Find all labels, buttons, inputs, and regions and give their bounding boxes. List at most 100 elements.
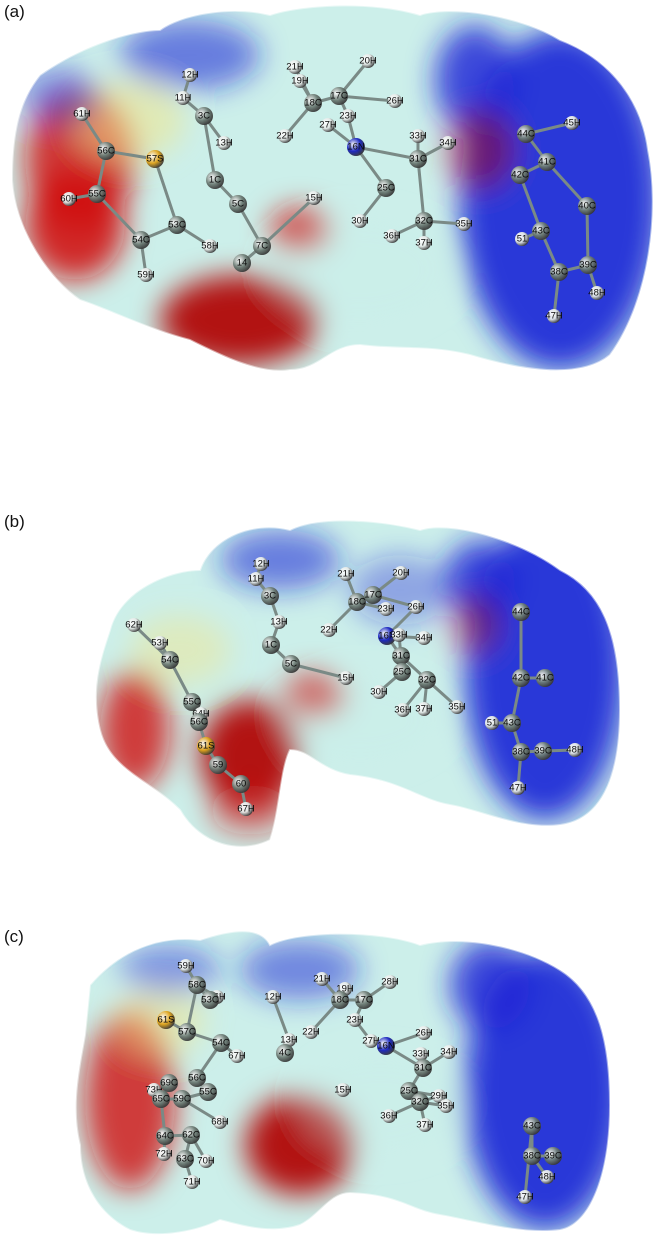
- atom-59H: 59H: [137, 268, 155, 282]
- atom-sphere: [348, 593, 366, 611]
- atom-label: 44C: [512, 607, 530, 618]
- atom-12H: 12H: [252, 557, 270, 571]
- atom-sphere: [512, 603, 530, 621]
- atom-56C: 56C: [188, 1069, 206, 1087]
- atom-sphere: [538, 153, 556, 171]
- atom-sphere: [523, 1147, 541, 1165]
- atom-label: 32C: [418, 675, 436, 686]
- atom-label: 61S: [198, 741, 215, 752]
- atom-sphere: [179, 959, 193, 973]
- atom-36H: 36H: [394, 703, 412, 717]
- atom-15H: 15H: [334, 1083, 352, 1097]
- atom-sphere: [195, 107, 213, 125]
- atom-sphere: [261, 587, 279, 605]
- mep-region: [100, 670, 170, 790]
- atom-label: 62C: [182, 1130, 200, 1141]
- atom-label: 51: [487, 718, 498, 729]
- atom-sphere: [417, 631, 431, 645]
- atom-17C: 17C: [364, 586, 382, 604]
- atom-sphere: [417, 236, 431, 250]
- atom-label: 38C: [550, 267, 568, 278]
- atom-64C: 64C: [156, 1127, 174, 1145]
- atom-sphere: [233, 254, 251, 272]
- atom-5C: 5C: [282, 655, 300, 673]
- atom-16N: 16N: [347, 138, 365, 156]
- atom-27H: 27H: [362, 1034, 380, 1048]
- atom-31C: 31C: [409, 150, 427, 168]
- atom-sphere: [377, 1037, 395, 1055]
- atom-27H: 27H: [319, 118, 337, 132]
- atom-sphere: [503, 714, 521, 732]
- atom-label: 15H: [305, 193, 323, 204]
- atom-32C: 32C: [411, 1093, 429, 1111]
- atom-53H: 53H: [151, 636, 169, 650]
- atom-sphere: [272, 615, 286, 629]
- atom-42C: 42C: [512, 669, 530, 687]
- bond: [545, 160, 589, 208]
- atom-44C: 44C: [512, 603, 530, 621]
- atom-41C: 41C: [536, 669, 554, 687]
- mep-region: [280, 675, 440, 765]
- atom-label: 23H: [346, 1015, 364, 1026]
- atom-label: 33H: [409, 131, 427, 142]
- atom-sphere: [518, 1190, 532, 1204]
- atom-label: 42C: [512, 673, 530, 684]
- atom-31C: 31C: [392, 647, 410, 665]
- atom-label: 59: [213, 760, 224, 771]
- atom-label: 53H: [151, 638, 169, 649]
- atom-label: 32C: [415, 216, 433, 227]
- atom-37H: 37H: [415, 236, 433, 250]
- atom-sphere: [523, 1117, 541, 1135]
- atom-67H: 67H: [228, 1049, 246, 1063]
- atom-label: 23H: [339, 111, 357, 122]
- atom-sphere: [432, 1089, 446, 1103]
- atom-label: 37H: [415, 238, 433, 249]
- atom-label: 25C: [377, 183, 395, 194]
- atom-48H: 48H: [538, 1170, 556, 1184]
- atom-label: 61S: [158, 1015, 175, 1026]
- atom-33H: 33H: [390, 628, 408, 642]
- atom-label: 43C: [532, 226, 550, 237]
- atom-sphere: [176, 91, 190, 105]
- mep-colour-regions: [20, 20, 653, 370]
- atom-label: 17C: [330, 91, 348, 102]
- atom-28H: 28H: [381, 975, 399, 989]
- atom-label: 15H: [334, 1085, 352, 1096]
- atom-sphere: [199, 1083, 217, 1101]
- atom-label: 48H: [588, 288, 606, 299]
- atom-16N: 16N: [377, 1037, 395, 1055]
- atom-sphere: [178, 1023, 196, 1041]
- atom-sphere: [75, 107, 89, 121]
- atom-35H: 35H: [448, 700, 466, 714]
- atom-39C: 39C: [534, 742, 552, 760]
- atom-sphere: [232, 775, 250, 793]
- atom-label: 12H: [264, 992, 282, 1003]
- atom-sphere: [442, 1045, 456, 1059]
- panel-label-b: (b): [4, 512, 25, 531]
- atom-62H: 62H: [125, 618, 143, 632]
- atom-29H: 29H: [430, 1089, 448, 1103]
- atom-sphere: [392, 628, 406, 642]
- atom-sphere: [417, 702, 431, 716]
- atom-12H: 12H: [181, 68, 199, 82]
- atom-22H: 22H: [302, 1025, 320, 1039]
- atom-32C: 32C: [415, 212, 433, 230]
- atom-47H: 47H: [509, 781, 527, 795]
- atoms: 62H53H54C55C64H56C61S596067H12H11H3C13H1…: [125, 557, 584, 816]
- atom-11H: 11H: [175, 91, 191, 105]
- atom-label: 17C: [364, 590, 382, 601]
- atom-sphere: [157, 1147, 171, 1161]
- atom-sphere: [62, 192, 76, 206]
- atom-1C: 1C: [206, 171, 224, 189]
- atom-sphere: [254, 557, 268, 571]
- atom-label: 39C: [579, 260, 597, 271]
- panel-b: 62H53H54C55C64H56C61S596067H12H11H3C13H1…: [0, 510, 670, 870]
- atom-60H: 60H: [60, 192, 78, 206]
- atom-43C: 43C: [523, 1117, 541, 1135]
- atom-3C: 3C: [261, 587, 279, 605]
- atom-56C: 56C: [190, 713, 208, 731]
- mep-region: [270, 215, 450, 325]
- atom-sphere: [278, 129, 292, 143]
- atom-36H: 36H: [383, 229, 401, 243]
- atom-34H: 34H: [440, 1045, 458, 1059]
